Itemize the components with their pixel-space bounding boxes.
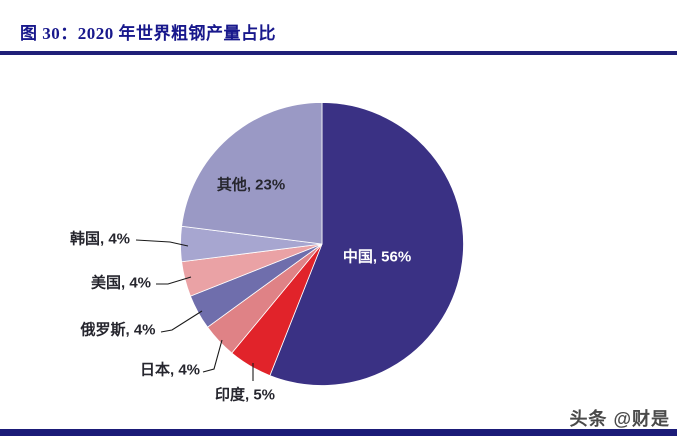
leader-line-korea (135, 239, 189, 247)
figure-title: 图 30：2020 年世界粗钢产量占比 (20, 24, 276, 43)
slice-label-china: 中国, 56% (342, 248, 412, 266)
pie-slice-china (269, 102, 464, 386)
leader-line-usa (156, 276, 192, 285)
slice-label-others: 其他, 23% (216, 176, 286, 194)
slice-label-russia: 俄罗斯, 4% (80, 321, 156, 339)
slice-label-india: 印度, 5% (214, 386, 276, 404)
leader-line-russia (160, 310, 203, 333)
watermark: 头条 @财是 (569, 409, 670, 429)
slice-label-usa: 美国, 4% (90, 274, 152, 292)
title-rule (0, 51, 677, 55)
pie-slice-others (181, 102, 323, 245)
leader-line-japan (202, 339, 223, 373)
slice-label-korea: 韩国, 4% (69, 230, 131, 248)
bottom-bar (0, 429, 677, 436)
slice-label-japan: 日本, 4% (139, 361, 201, 379)
